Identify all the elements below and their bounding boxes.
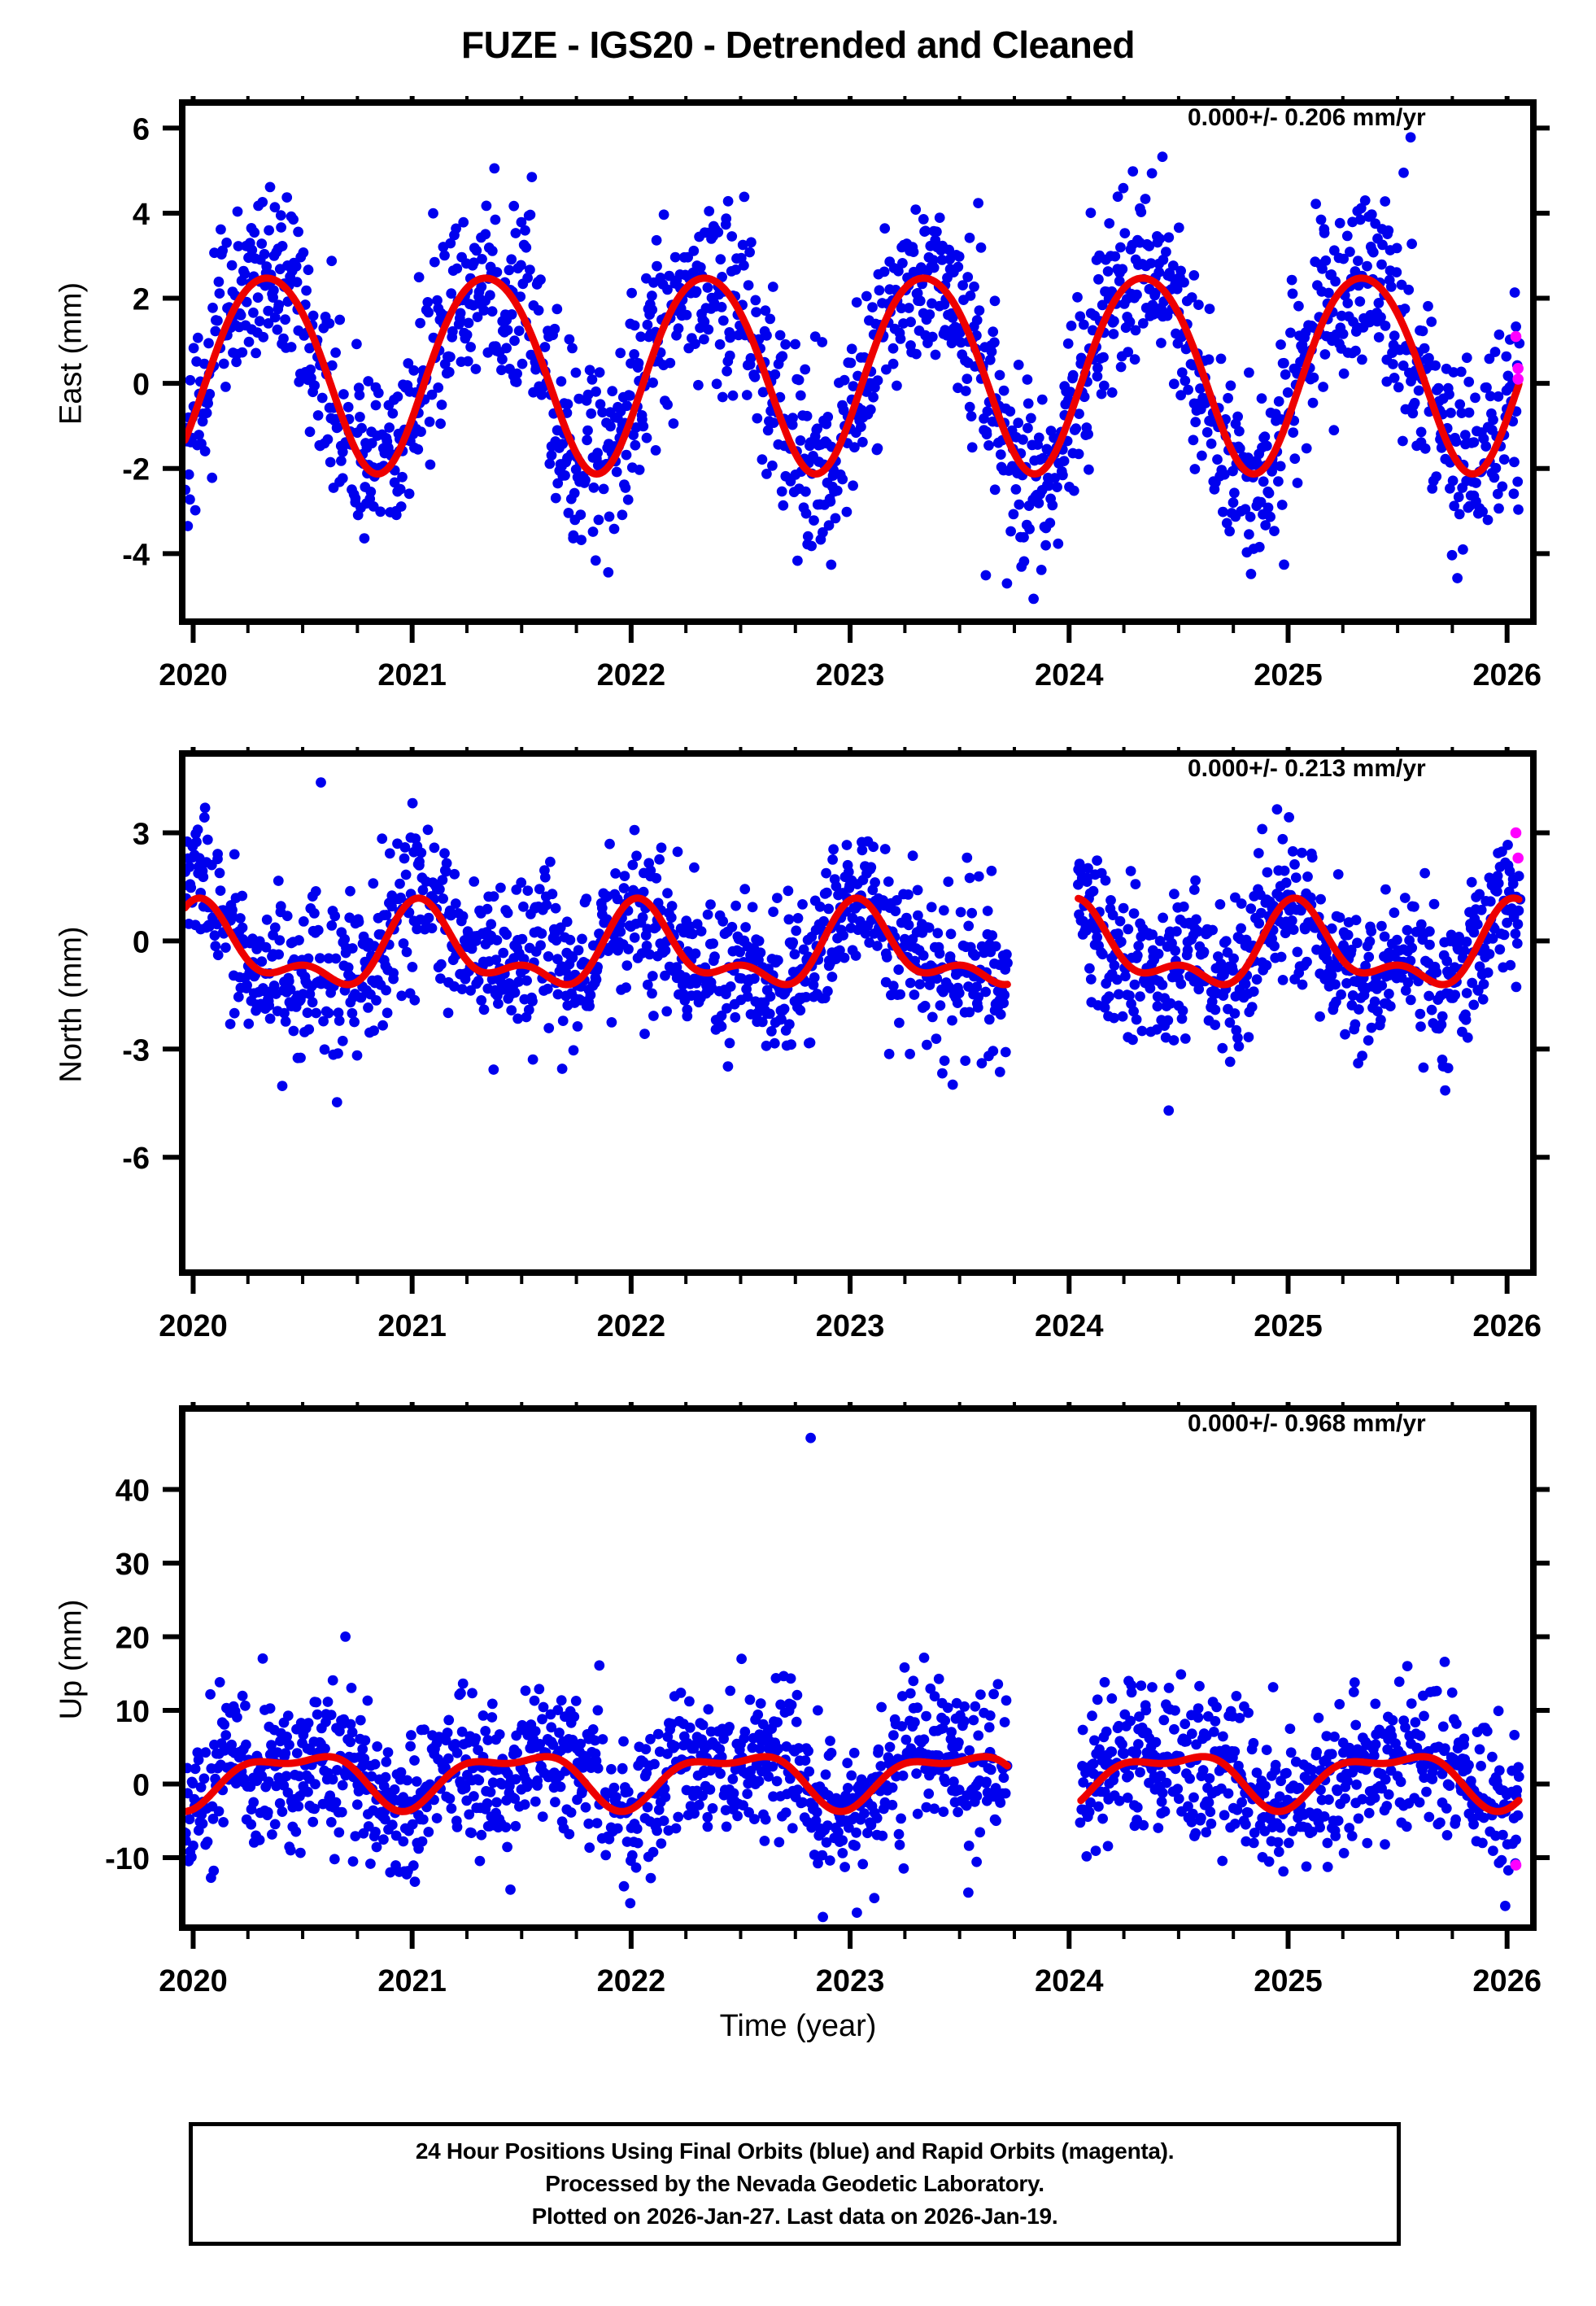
x-tick-label: 2022 <box>597 658 666 692</box>
fit-line-segment <box>181 894 1011 989</box>
x-tick-label: 2024 <box>1035 1309 1104 1343</box>
scatter-rapid-orbits <box>1510 330 1524 385</box>
data-point-rapid-orbit <box>1512 363 1524 374</box>
panel-north: 2020 2021 2022 2023 2024 2025 2026 -6 -3 0 3 <box>93 747 1550 1344</box>
y-tick-label: 3 <box>133 817 150 851</box>
data-points-final-orbits <box>179 1432 1524 1923</box>
y-tick-label: 0 <box>133 368 150 402</box>
y-tick-label: 10 <box>116 1695 150 1729</box>
x-tick-label: 2023 <box>816 1964 885 1998</box>
data-point-rapid-orbit <box>1510 330 1522 343</box>
y-axis-label-east: East (mm) <box>54 282 89 426</box>
data-point-rapid-orbit <box>1512 373 1524 385</box>
x-tick-label: 2020 <box>159 1964 228 1998</box>
plot-frame <box>179 1405 1537 1931</box>
plot-frame <box>179 99 1537 625</box>
x-tick-label: 2025 <box>1254 1964 1323 1998</box>
plot-canvas-up: 2020 2021 2022 2023 2024 2025 2026 -10 0 10 20 30 40 <box>105 1402 1550 1998</box>
x-tick-label: 2026 <box>1472 1964 1541 1998</box>
y-tick-label: -10 <box>105 1842 150 1876</box>
x-axis-ticks: 2020 2021 2022 2023 2024 2025 2026 <box>159 1402 1541 1998</box>
x-tick-label: 2024 <box>1035 1964 1104 1998</box>
x-tick-label: 2026 <box>1472 658 1541 692</box>
y-tick-label: 30 <box>116 1548 150 1582</box>
figure-title: FUZE - IGS20 - Detrended and Cleaned <box>460 24 1136 66</box>
y-tick-label: -4 <box>122 538 150 572</box>
panel-east: 2020 2021 2022 2023 2024 2025 2026 -4 -2 0 2 4 6 <box>93 96 1550 693</box>
y-axis-label-north: North (mm) <box>54 926 89 1083</box>
scatter-rapid-orbits <box>1510 827 1524 864</box>
x-tick-label: 2023 <box>816 1309 885 1343</box>
plot-canvas-north: 2020 2021 2022 2023 2024 2025 2026 -6 -3 0 3 <box>122 747 1550 1343</box>
y-tick-label: 4 <box>133 198 150 232</box>
x-axis-ticks: 2020 2021 2022 2023 2024 2025 2026 <box>159 747 1541 1343</box>
x-tick-label: 2021 <box>377 1309 447 1343</box>
x-tick-label: 2022 <box>597 1964 666 1998</box>
seasonal-fit-curve <box>181 274 1523 478</box>
footer-note-box: 24 Hour Positions Using Final Orbits (bl… <box>189 2122 1401 2246</box>
y-axis-ticks: -4 -2 0 2 4 6 <box>122 112 1550 572</box>
x-tick-label: 2025 <box>1254 1309 1323 1343</box>
fit-line-segment <box>1077 1753 1523 1815</box>
plot-frame <box>179 750 1537 1276</box>
data-point-rapid-orbit <box>1510 827 1522 839</box>
fit-line-segment <box>181 274 1523 478</box>
data-point-rapid-orbit <box>1512 852 1524 864</box>
fit-line-segment <box>181 1753 1011 1815</box>
panel-up: 2020 2021 2022 2023 2024 2025 2026 -10 0 10 20 30 40 <box>93 1402 1550 1999</box>
y-axis-ticks: -6 -3 0 3 <box>122 817 1550 1176</box>
x-tick-label: 2020 <box>159 658 228 692</box>
y-tick-label: 6 <box>133 112 150 146</box>
scatter-final-orbits <box>180 132 1525 605</box>
seasonal-fit-curve <box>181 1753 1523 1815</box>
rate-label-up: 0.000+/- 0.968 mm/yr <box>1188 1410 1426 1437</box>
y-tick-label: 40 <box>116 1474 150 1509</box>
x-tick-label: 2024 <box>1035 658 1104 692</box>
x-tick-label: 2025 <box>1254 658 1323 692</box>
x-axis-label: Time (year) <box>719 2009 877 2043</box>
fit-line-segment <box>1075 894 1523 989</box>
y-tick-label: 0 <box>133 925 150 959</box>
x-tick-label: 2021 <box>377 1964 447 1998</box>
scatter-final-orbits <box>180 777 1526 1116</box>
data-point-rapid-orbit <box>1510 1859 1522 1871</box>
data-points-final-orbits <box>180 132 1525 605</box>
y-tick-label: -6 <box>122 1142 150 1176</box>
y-axis-ticks: -10 0 10 20 30 40 <box>105 1474 1550 1876</box>
x-tick-label: 2026 <box>1472 1309 1541 1343</box>
x-tick-label: 2023 <box>816 658 885 692</box>
x-axis-ticks: 2020 2021 2022 2023 2024 2025 2026 <box>159 96 1541 692</box>
footer-line-3: Plotted on 2026-Jan-27. Last data on 202… <box>531 2203 1058 2229</box>
rate-label-north: 0.000+/- 0.213 mm/yr <box>1188 755 1426 782</box>
x-tick-label: 2020 <box>159 1309 228 1343</box>
seasonal-fit-curve <box>181 894 1523 989</box>
y-tick-label: -2 <box>122 453 150 487</box>
y-tick-label: 20 <box>116 1622 150 1656</box>
x-tick-label: 2021 <box>377 658 447 692</box>
scatter-rapid-orbits <box>1510 1859 1522 1871</box>
scatter-final-orbits <box>179 1432 1524 1923</box>
y-tick-label: -3 <box>122 1033 150 1068</box>
x-tick-label: 2022 <box>597 1309 666 1343</box>
y-axis-label-up: Up (mm) <box>54 1599 89 1720</box>
plot-canvas-east: 2020 2021 2022 2023 2024 2025 2026 -4 -2 0 2 4 6 <box>122 96 1550 692</box>
rate-label-east: 0.000+/- 0.206 mm/yr <box>1188 104 1426 131</box>
footer-line-2: Processed by the Nevada Geodetic Laborat… <box>545 2171 1044 2197</box>
footer-line-1: 24 Hour Positions Using Final Orbits (bl… <box>415 2138 1175 2164</box>
data-points-final-orbits <box>180 777 1526 1116</box>
y-tick-label: 0 <box>133 1769 150 1803</box>
y-tick-label: 2 <box>133 283 150 317</box>
